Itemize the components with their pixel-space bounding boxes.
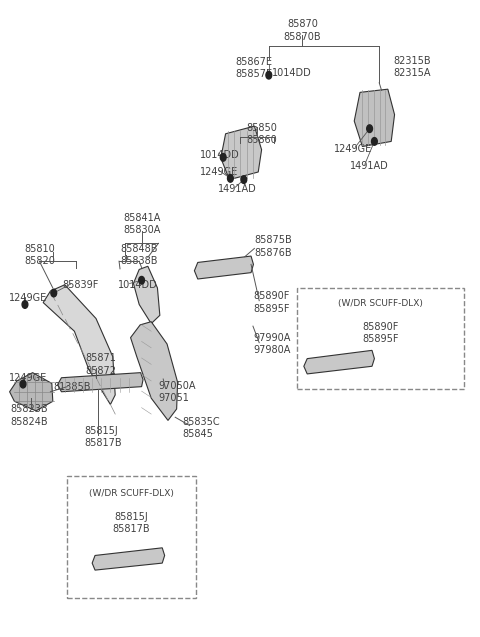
Text: 81385B: 81385B [54, 382, 91, 392]
Text: 85839F: 85839F [62, 280, 99, 290]
Text: 1249GE: 1249GE [334, 144, 372, 154]
Text: 85815J
85817B: 85815J 85817B [113, 512, 150, 534]
Text: 1491AD: 1491AD [350, 161, 389, 171]
Text: 85890F
85895F: 85890F 85895F [362, 322, 398, 344]
Circle shape [51, 289, 57, 297]
Circle shape [367, 125, 372, 132]
Text: 85890F
85895F: 85890F 85895F [253, 291, 289, 314]
Text: 85871
85872: 85871 85872 [85, 353, 117, 376]
Text: 85875B
85876B: 85875B 85876B [254, 235, 292, 258]
Circle shape [22, 301, 28, 308]
Polygon shape [43, 285, 115, 404]
Circle shape [139, 276, 144, 284]
Text: 85815J
85817B: 85815J 85817B [84, 426, 121, 448]
Polygon shape [133, 266, 160, 324]
Text: 85835C
85845: 85835C 85845 [182, 417, 220, 440]
Text: 97050A
97051: 97050A 97051 [158, 380, 196, 403]
Polygon shape [131, 322, 178, 420]
Circle shape [266, 71, 272, 79]
Text: 1249GE: 1249GE [9, 373, 47, 383]
Polygon shape [304, 350, 374, 374]
Circle shape [220, 154, 226, 161]
Text: 85867E
85857E: 85867E 85857E [235, 57, 272, 80]
Text: 85850
85860: 85850 85860 [246, 122, 277, 145]
Bar [67, 476, 196, 598]
Text: (W/DR SCUFF-DLX): (W/DR SCUFF-DLX) [89, 489, 174, 498]
Polygon shape [194, 256, 253, 279]
Circle shape [228, 175, 233, 182]
Text: 85823B
85824B: 85823B 85824B [11, 404, 48, 427]
Text: 1014DD: 1014DD [200, 150, 240, 160]
Text: 1014DD: 1014DD [272, 68, 312, 78]
Circle shape [241, 176, 247, 183]
Polygon shape [92, 548, 165, 570]
Text: 1491AD: 1491AD [218, 184, 257, 194]
Circle shape [20, 380, 26, 388]
Text: 1249GE: 1249GE [9, 293, 47, 303]
Polygon shape [221, 126, 262, 180]
Text: 85870
85870B: 85870 85870B [284, 19, 321, 42]
Text: 85848B
85838B: 85848B 85838B [120, 243, 157, 266]
Text: (W/DR SCUFF-DLX): (W/DR SCUFF-DLX) [338, 299, 422, 308]
Polygon shape [10, 373, 53, 411]
Text: 82315B
82315A: 82315B 82315A [394, 55, 431, 78]
Text: 85841A
85830A: 85841A 85830A [123, 213, 160, 236]
Bar [297, 288, 464, 389]
Text: 1249GE: 1249GE [200, 167, 238, 177]
Circle shape [372, 138, 377, 145]
Text: 1014DD: 1014DD [118, 280, 157, 290]
Polygon shape [58, 373, 143, 392]
Text: 85810
85820: 85810 85820 [24, 243, 55, 266]
Text: 97990A
97980A: 97990A 97980A [253, 333, 290, 355]
Polygon shape [354, 89, 395, 147]
